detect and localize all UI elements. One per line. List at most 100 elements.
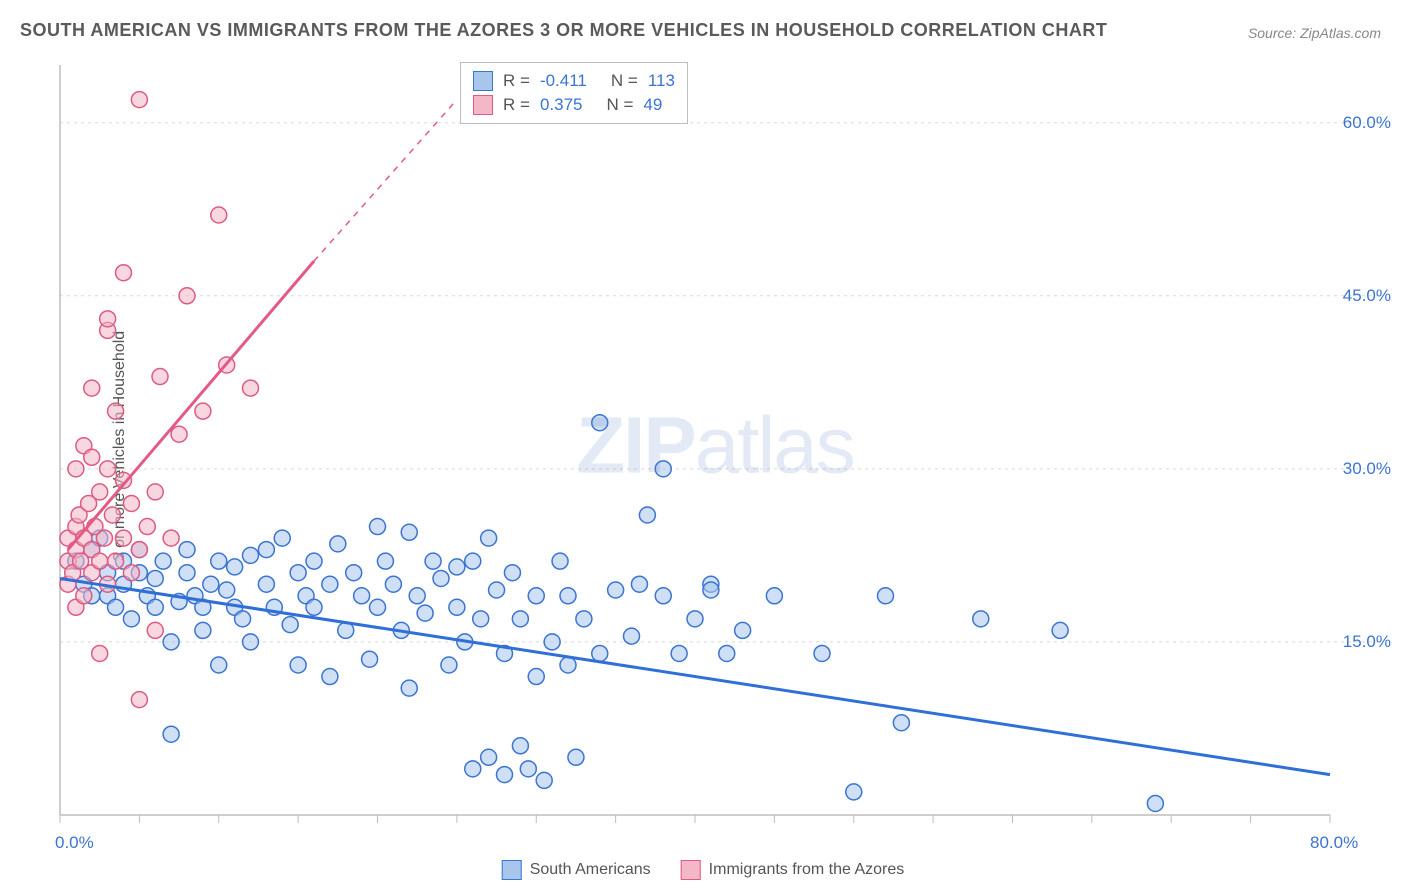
legend-swatch xyxy=(473,95,493,115)
legend-label: South Americans xyxy=(530,861,651,879)
legend-item: South Americans xyxy=(502,860,651,880)
data-point xyxy=(362,651,378,667)
x-tick-label: 80.0% xyxy=(1310,833,1358,853)
legend-row: R =0.375N =49 xyxy=(473,93,675,117)
data-point xyxy=(147,622,163,638)
trend-line-extension xyxy=(314,100,457,262)
data-point xyxy=(116,530,132,546)
data-point xyxy=(377,553,393,569)
data-point xyxy=(528,588,544,604)
data-point xyxy=(370,599,386,615)
data-point xyxy=(703,582,719,598)
data-point xyxy=(163,634,179,650)
data-point xyxy=(401,680,417,696)
data-point xyxy=(195,403,211,419)
data-point xyxy=(258,542,274,558)
data-point xyxy=(155,553,171,569)
r-value: 0.375 xyxy=(540,95,583,115)
data-point xyxy=(211,657,227,673)
r-label: R = xyxy=(503,71,530,91)
data-point xyxy=(306,553,322,569)
source-attribution: Source: ZipAtlas.com xyxy=(1248,25,1381,41)
n-label: N = xyxy=(611,71,638,91)
data-point xyxy=(671,645,687,661)
data-point xyxy=(104,507,120,523)
data-point xyxy=(489,582,505,598)
data-point xyxy=(385,576,401,592)
data-point xyxy=(211,553,227,569)
data-point xyxy=(465,553,481,569)
data-point xyxy=(409,588,425,604)
data-point xyxy=(536,772,552,788)
data-point xyxy=(100,461,116,477)
data-point xyxy=(512,611,528,627)
legend-swatch xyxy=(681,860,701,880)
data-point xyxy=(560,588,576,604)
data-point xyxy=(655,461,671,477)
data-point xyxy=(631,576,647,592)
data-point xyxy=(512,738,528,754)
data-point xyxy=(639,507,655,523)
data-point xyxy=(1052,622,1068,638)
data-point xyxy=(1147,795,1163,811)
data-point xyxy=(481,749,497,765)
data-point xyxy=(306,599,322,615)
y-tick-label: 30.0% xyxy=(1343,459,1391,479)
data-point xyxy=(497,767,513,783)
data-point xyxy=(108,599,124,615)
data-point xyxy=(92,645,108,661)
data-point xyxy=(766,588,782,604)
data-point xyxy=(449,559,465,575)
data-point xyxy=(290,565,306,581)
data-point xyxy=(258,576,274,592)
r-label: R = xyxy=(503,95,530,115)
data-point xyxy=(560,657,576,673)
data-point xyxy=(84,449,100,465)
data-point xyxy=(568,749,584,765)
data-point xyxy=(147,484,163,500)
data-point xyxy=(203,576,219,592)
data-point xyxy=(655,588,671,604)
chart-area: ZIPatlas xyxy=(50,55,1380,845)
data-point xyxy=(346,565,362,581)
data-point xyxy=(592,645,608,661)
data-point xyxy=(100,311,116,327)
data-point xyxy=(68,461,84,477)
data-point xyxy=(179,565,195,581)
data-point xyxy=(219,582,235,598)
data-point xyxy=(322,576,338,592)
data-point xyxy=(123,611,139,627)
data-point xyxy=(893,715,909,731)
data-point xyxy=(211,207,227,223)
data-point xyxy=(814,645,830,661)
data-point xyxy=(131,542,147,558)
scatter-chart-svg xyxy=(50,55,1380,845)
data-point xyxy=(163,726,179,742)
data-point xyxy=(520,761,536,777)
n-label: N = xyxy=(606,95,633,115)
data-point xyxy=(243,380,259,396)
legend-swatch xyxy=(502,860,522,880)
data-point xyxy=(84,380,100,396)
data-point xyxy=(123,495,139,511)
data-point xyxy=(370,519,386,535)
data-point xyxy=(354,588,370,604)
data-point xyxy=(504,565,520,581)
data-point xyxy=(687,611,703,627)
correlation-legend: R =-0.411N =113R =0.375N =49 xyxy=(460,62,688,124)
legend-swatch xyxy=(473,71,493,91)
data-point xyxy=(608,582,624,598)
data-point xyxy=(195,622,211,638)
trend-line xyxy=(60,578,1330,774)
data-point xyxy=(243,547,259,563)
data-point xyxy=(322,669,338,685)
data-point xyxy=(425,553,441,569)
data-point xyxy=(235,611,251,627)
y-tick-label: 45.0% xyxy=(1343,286,1391,306)
data-point xyxy=(528,669,544,685)
data-point xyxy=(330,536,346,552)
data-point xyxy=(592,415,608,431)
data-point xyxy=(401,524,417,540)
data-point xyxy=(481,530,497,546)
data-point xyxy=(171,426,187,442)
